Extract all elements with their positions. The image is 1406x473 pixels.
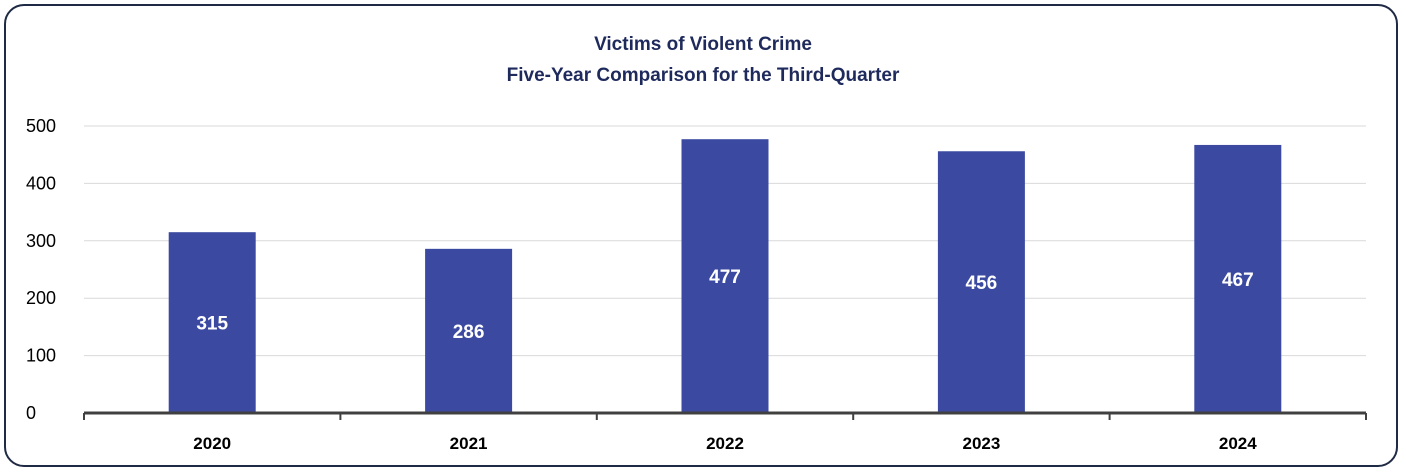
chart-title: Victims of Violent Crime [594,34,812,55]
y-tick-label: 100 [26,346,56,366]
x-tick-label: 2021 [450,434,488,453]
bar [425,248,513,413]
y-tick-label: 500 [26,116,56,136]
x-tick-label: 2023 [962,434,1000,453]
bar-value-label: 315 [196,314,228,335]
bars [168,139,1282,414]
bar [1194,144,1282,413]
chart-subtitle: Five-Year Comparison for the Third-Quart… [507,65,900,86]
x-axis [83,411,1367,420]
x-tick-label: 2024 [1219,434,1257,453]
bar-value-label: 456 [966,273,998,294]
y-tick-label: 400 [26,173,56,193]
y-tick-label: 300 [26,231,56,251]
bar [937,151,1025,414]
x-tick-label: 2020 [193,434,231,453]
bar-value-label: 467 [1222,270,1254,291]
y-tick-label: 0 [26,403,36,423]
bar-value-label: 477 [709,267,741,288]
y-axis-ticks: 0 100 200 300 400 500 [26,116,56,423]
x-tick-label: 2022 [706,434,744,453]
bar [681,139,769,413]
data-labels: 315 286 477 456 467 [196,267,1253,343]
x-axis-ticks: 2020 2021 2022 2023 2024 [193,434,1257,453]
bar-value-label: 286 [453,322,485,343]
y-tick-label: 200 [26,288,56,308]
bar [168,232,256,413]
